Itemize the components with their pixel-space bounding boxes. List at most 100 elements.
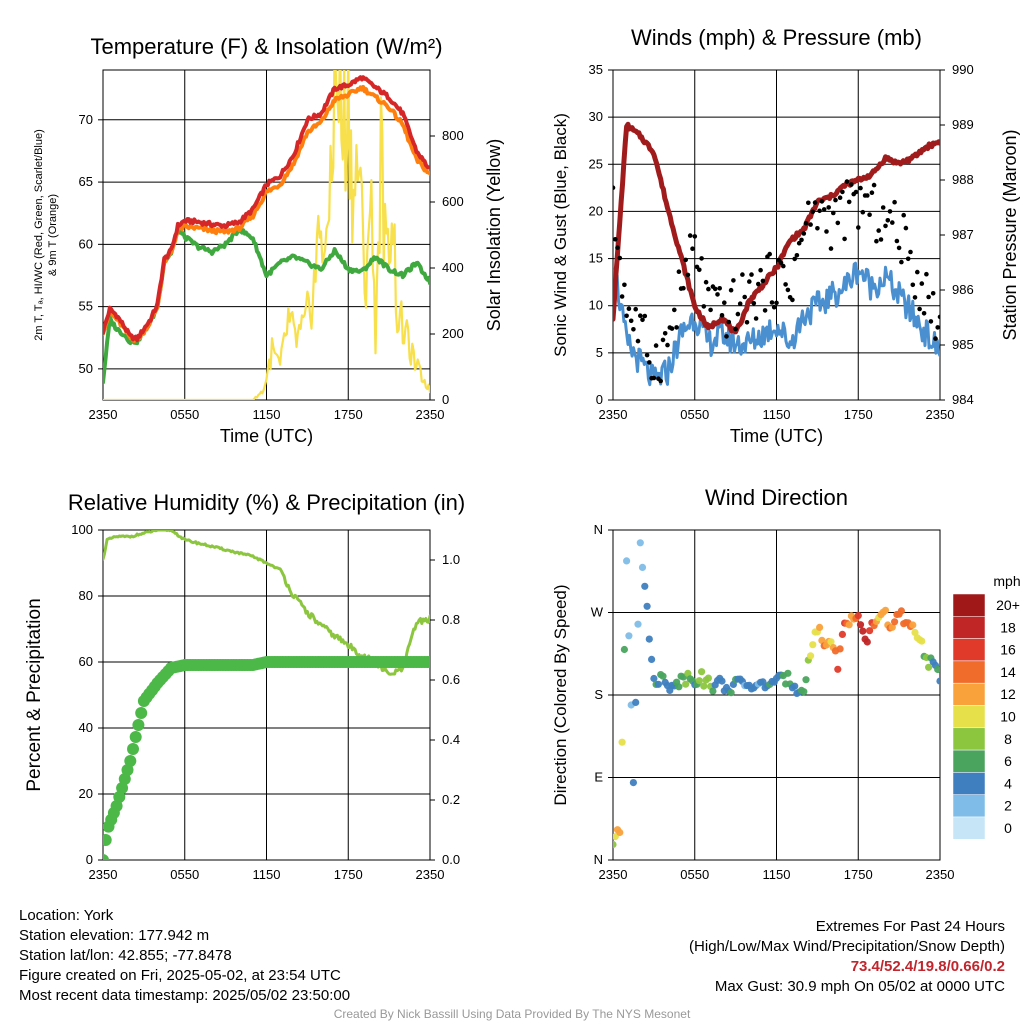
- gust-point: [703, 279, 709, 285]
- colorbar-label: 10: [1000, 709, 1016, 725]
- y-tick-label: 55: [79, 299, 93, 314]
- gust-point: [885, 218, 891, 223]
- x-tick-label: 2350: [599, 407, 628, 422]
- y-tick-label: 100: [71, 522, 93, 537]
- colorbar-label: 6: [1004, 753, 1012, 769]
- gust-point: [865, 193, 870, 198]
- direction-point: [809, 641, 817, 649]
- gust-point: [935, 325, 940, 330]
- x-tick-label: 1150: [763, 867, 791, 882]
- direction-point: [891, 618, 899, 626]
- y-tick-label: S: [594, 687, 603, 702]
- gust-point: [937, 314, 940, 320]
- direction-point: [616, 828, 624, 837]
- gust-point: [917, 306, 922, 312]
- y-tick-label: 65: [79, 174, 93, 189]
- direction-point: [856, 621, 865, 629]
- y-right-tick-label: 0.6: [442, 672, 460, 687]
- precipitation-point: [124, 755, 137, 767]
- gust-point: [840, 189, 845, 195]
- gust-point: [613, 237, 618, 242]
- direction-point: [834, 665, 842, 673]
- x-tick-label: 1750: [844, 867, 873, 882]
- x-tick-label: 1150: [253, 867, 281, 882]
- gust-point: [880, 205, 886, 210]
- precipitation-point: [110, 800, 123, 812]
- direction-point: [695, 677, 703, 685]
- x-tick-label: 0550: [680, 407, 709, 422]
- gust-point: [924, 271, 929, 277]
- gust-point: [803, 221, 809, 226]
- gust-point: [801, 231, 807, 236]
- gust-point: [896, 245, 902, 251]
- gust-point: [642, 313, 648, 319]
- precipitation-point: [129, 731, 142, 743]
- direction-points: [613, 539, 940, 849]
- gust-point: [890, 220, 895, 225]
- gust-point: [756, 281, 761, 287]
- gust-point: [919, 281, 925, 286]
- gust-point: [849, 182, 854, 187]
- credit-line: Created By Nick Bassill Using Data Provi…: [333, 1007, 691, 1021]
- y-tick-label: W: [591, 605, 604, 620]
- gust-point: [887, 209, 893, 214]
- gust-point: [928, 319, 934, 324]
- direction-point: [682, 680, 690, 688]
- gust-point: [712, 286, 718, 292]
- gust-point: [681, 285, 686, 291]
- gust-point: [901, 212, 906, 218]
- direction-point: [836, 645, 844, 653]
- gust-point: [785, 287, 791, 293]
- panel-4: 2350 0550 1150 1750 2350 Wind Direction N E S W N D…: [551, 485, 1021, 882]
- y-tick-label: 70: [79, 112, 93, 127]
- gust-point: [662, 331, 668, 336]
- y-right-tick-label: 400: [442, 260, 464, 275]
- gust-point: [767, 251, 772, 257]
- x-tick-label: 0550: [680, 867, 709, 882]
- x-tick-label: 1750: [334, 407, 363, 422]
- y-axis-label: Sonic Wind & Gust (Blue, Black): [551, 113, 570, 357]
- direction-point: [675, 683, 683, 691]
- gust-point: [930, 291, 936, 296]
- colorbar-swatch: [952, 660, 986, 684]
- gust-point: [856, 225, 861, 230]
- gust-point: [899, 259, 904, 265]
- direction-point: [704, 674, 713, 682]
- gust-point: [933, 336, 938, 341]
- x-tick-label: 2350: [926, 407, 955, 422]
- colorbar-label: 2: [1004, 798, 1012, 814]
- gust-point: [719, 313, 725, 318]
- gust-point: [774, 300, 779, 306]
- y-right-tick-label: 985: [952, 337, 974, 352]
- y-tick-label: 20: [79, 786, 93, 801]
- precipitation-point: [127, 743, 139, 755]
- precipitation-points: [103, 656, 430, 860]
- gust-point: [628, 318, 634, 324]
- direction-point: [718, 677, 726, 685]
- y-right-tick-label: 0.0: [442, 852, 460, 867]
- y-right-tick-label: 990: [952, 62, 974, 77]
- direction-point: [888, 623, 896, 631]
- gust-point: [701, 304, 707, 309]
- recent-timestamp: Most recent data timestamp: 2025/05/02 2…: [19, 987, 351, 1004]
- y-tick-label: 60: [79, 236, 93, 251]
- y-tick-label: N: [594, 522, 603, 537]
- gust-point: [692, 234, 698, 239]
- direction-point: [866, 627, 874, 635]
- gust-point: [647, 360, 652, 365]
- direction-point: [854, 612, 862, 620]
- station-elevation: Station elevation: 177.942 m: [19, 927, 210, 944]
- gust-point: [758, 267, 763, 273]
- y-right-tick-label: 200: [442, 326, 464, 341]
- gust-point: [617, 255, 623, 261]
- direction-point: [807, 652, 815, 660]
- direction-point: [925, 663, 933, 671]
- gust-point: [733, 326, 738, 332]
- gust-point: [708, 307, 713, 313]
- y-right-tick-label: 1.0: [442, 552, 460, 567]
- colorbar-swatch: [952, 794, 986, 818]
- gust-point: [921, 311, 927, 316]
- y-tick-label: 40: [79, 720, 93, 735]
- gust-point: [676, 269, 682, 275]
- sonic-wind-line: [613, 261, 940, 387]
